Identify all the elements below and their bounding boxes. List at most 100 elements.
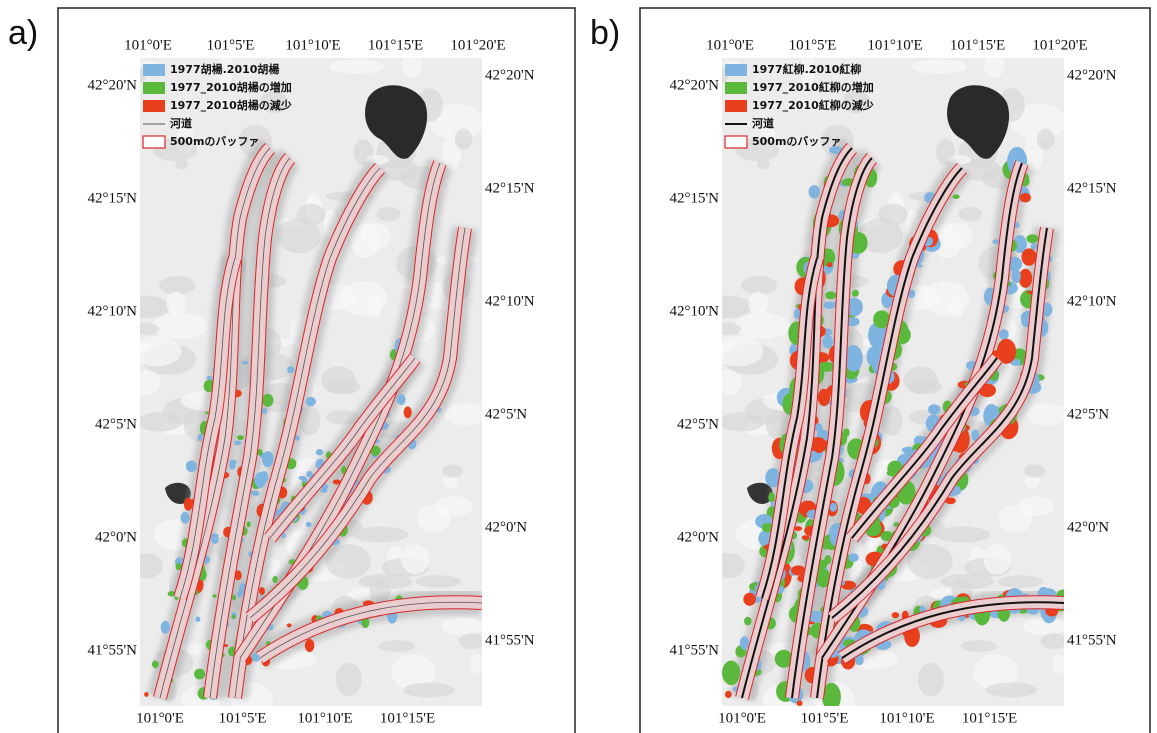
vegetation-patch (873, 310, 891, 329)
left-tick-label: 42°5'N (677, 416, 719, 432)
vegetation-patch (765, 468, 781, 488)
vegetation-patch (229, 460, 236, 470)
legend-label: 河道 (170, 116, 192, 130)
right-tick-label: 41°55'N (485, 632, 535, 648)
bottom-tick-label: 101°10'E (879, 710, 934, 726)
vegetation-patch (397, 394, 406, 406)
vegetation-patch (1010, 358, 1022, 366)
right-tick-label: 42°5'N (485, 406, 527, 422)
terrain (878, 203, 908, 226)
top-tick-label: 101°15'E (368, 37, 423, 53)
legend-swatch (725, 82, 747, 94)
vegetation-patch (848, 553, 859, 562)
vegetation-patch (1030, 242, 1038, 250)
vegetation-patch (151, 660, 159, 669)
vegetation-patch (236, 435, 244, 441)
vegetation-patch (250, 490, 260, 496)
vegetation-patch (231, 594, 236, 601)
vegetation-patch (824, 554, 832, 565)
terrain (325, 544, 371, 579)
bottom-tick-label: 101°5'E (219, 710, 267, 726)
terrain (907, 544, 953, 579)
terrain (748, 291, 769, 316)
right-tick-label: 42°15'N (485, 180, 535, 196)
vegetation-patch (813, 423, 823, 432)
vegetation-patch (825, 291, 837, 300)
vegetation-patch (868, 321, 888, 349)
river (851, 357, 998, 539)
legend-label: 1977胡楊.2010胡楊 (170, 62, 279, 76)
legend-swatch (725, 100, 747, 112)
top-tick-label: 101°20'E (1032, 37, 1087, 53)
terrain (140, 322, 160, 336)
vegetation-patch (852, 289, 859, 297)
terrain (984, 58, 1005, 78)
terrain (378, 640, 416, 652)
panel-frame (57, 7, 576, 733)
terrain (140, 412, 183, 432)
vegetation-patch (258, 587, 265, 595)
terrain (722, 336, 764, 367)
terrain (260, 90, 288, 114)
vegetation-patch (996, 338, 1017, 364)
legend-label: 1977_2010胡楊の減少 (170, 98, 292, 112)
vegetation-patch (287, 366, 295, 374)
terrain (444, 403, 482, 426)
top-tick-label: 101°0'E (706, 37, 754, 53)
terrain (403, 682, 455, 698)
left-tick-label: 41°55'N (669, 642, 719, 658)
vegetation-patch (261, 451, 274, 468)
terrain (441, 617, 482, 636)
vegetation-patch (183, 497, 193, 511)
vegetation-patch (829, 146, 843, 155)
vegetation-patch (257, 448, 263, 456)
terrain (276, 218, 322, 254)
map: 1977紅柳.2010紅柳 1977_2010紅柳の増加 1977_2010紅柳の減… (722, 58, 1064, 706)
panel: a) 1977胡楊.2010胡楊 1977_2010胡楊の増加 1977_2010胡楊… (8, 7, 576, 733)
right-tick-label: 42°0'N (1067, 519, 1109, 535)
vegetation-patch (320, 488, 328, 493)
bottom-tick-label: 101°15'E (380, 710, 435, 726)
vegetation-patch (175, 562, 182, 571)
vegetation-patch (234, 570, 242, 581)
terrain (1052, 653, 1064, 674)
river (234, 167, 381, 699)
terrain (948, 296, 964, 319)
terrain (416, 504, 451, 533)
right-tick-label: 42°15'N (1067, 180, 1117, 196)
terrain (788, 99, 838, 110)
vegetation-patch (971, 429, 980, 441)
vegetation-patch (826, 249, 835, 260)
vegetation-patch (160, 620, 171, 634)
vegetation-patch (242, 360, 249, 365)
terrain (960, 640, 998, 652)
terrain (722, 370, 743, 396)
terrain (998, 504, 1033, 533)
vegetation-patch (845, 297, 863, 317)
legend-swatch (142, 135, 166, 149)
right-tick-label: 42°10'N (485, 293, 535, 309)
terrain (470, 653, 482, 674)
left-tick-label: 42°20'N (669, 77, 719, 93)
terrain (175, 159, 188, 170)
terrain (734, 312, 790, 340)
terrain (1023, 617, 1064, 636)
river (831, 227, 1048, 619)
vegetation-patch (1027, 290, 1034, 295)
terrain (722, 553, 746, 579)
terrain (352, 526, 409, 543)
vegetation-patch (844, 344, 863, 372)
legend-label: 500mのバッファ (170, 135, 259, 148)
terrain (296, 203, 326, 226)
vegetation-patch (1018, 268, 1033, 288)
left-tick-label: 42°15'N (669, 190, 719, 206)
vegetation-patch (246, 521, 251, 528)
right-tick-label: 42°20'N (485, 67, 535, 83)
legend-label: 河道 (752, 116, 774, 130)
left-tick-label: 42°10'N (669, 303, 719, 319)
terrain (983, 544, 1012, 575)
terrain (360, 222, 391, 250)
vegetation-patch (724, 690, 732, 699)
terrain (454, 128, 473, 150)
